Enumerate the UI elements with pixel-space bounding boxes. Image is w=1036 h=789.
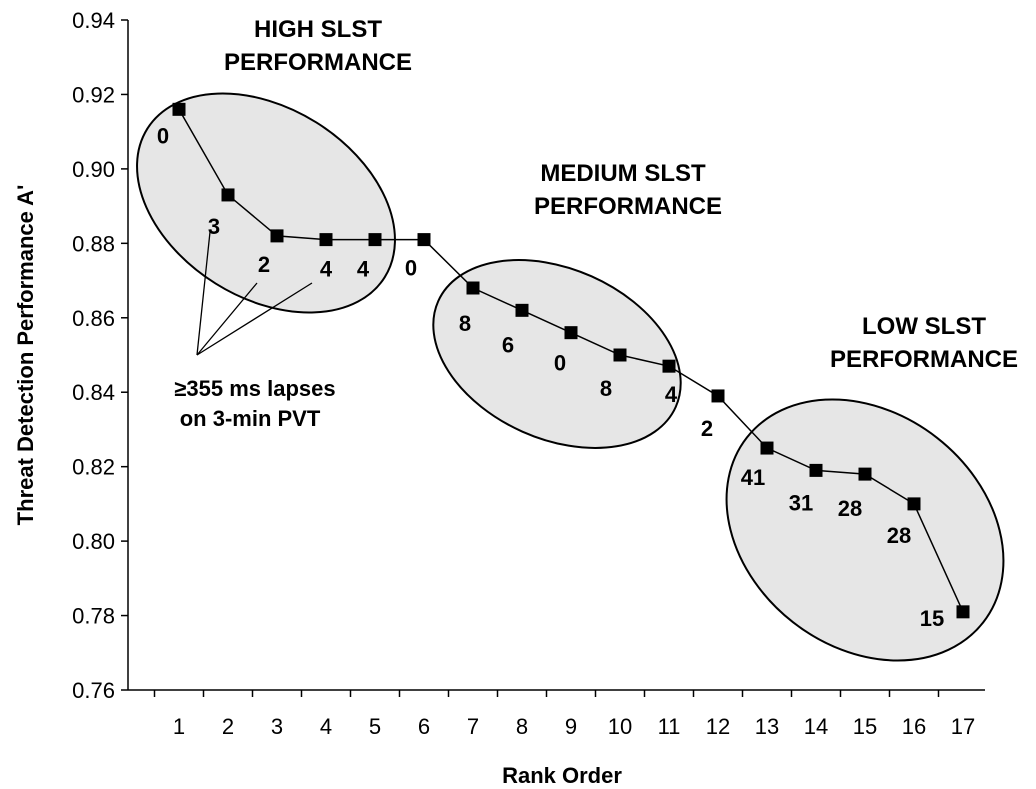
data-point-marker	[221, 188, 235, 202]
y-tick-label: 0.84	[72, 380, 115, 405]
svg-text:PERFORMANCE: PERFORMANCE	[224, 49, 412, 76]
x-tick-label: 6	[418, 714, 430, 739]
x-tick-label: 8	[516, 714, 528, 739]
callout-line-2: on 3-min PVT	[180, 406, 321, 431]
x-tick-label: 4	[320, 714, 332, 739]
point-label: 15	[920, 606, 944, 631]
data-point-marker	[466, 281, 480, 295]
x-tick-label: 15	[853, 714, 877, 739]
low-performance-ellipse	[725, 398, 1005, 662]
y-tick-label: 0.80	[72, 529, 115, 554]
point-label: 41	[741, 465, 765, 490]
y-tick-label: 0.92	[72, 82, 115, 107]
point-label: 31	[789, 490, 813, 515]
x-tick-label: 9	[565, 714, 577, 739]
high-group-label: HIGH SLST PERFORMANCE	[224, 16, 412, 76]
point-label: 0	[554, 351, 566, 376]
point-label: 4	[357, 257, 370, 282]
data-point-marker	[172, 102, 186, 116]
data-point-marker	[760, 441, 774, 455]
y-tick-label: 0.86	[72, 306, 115, 331]
x-tick-label: 14	[804, 714, 828, 739]
callout-leader-2	[196, 282, 258, 356]
data-point-marker	[368, 233, 382, 247]
point-label: 2	[258, 252, 270, 277]
data-point-marker	[711, 389, 725, 403]
point-label: 28	[838, 496, 862, 521]
y-tick-label: 0.94	[72, 8, 115, 33]
point-label: 3	[208, 214, 220, 239]
point-label: 2	[701, 416, 713, 441]
data-point-marker	[956, 605, 970, 619]
data-point-marker	[515, 303, 529, 317]
data-point-marker	[564, 326, 578, 340]
x-axis-title: Rank Order	[502, 763, 622, 788]
point-label: 28	[887, 523, 911, 548]
x-tick-label: 7	[467, 714, 479, 739]
y-tick-label: 0.82	[72, 455, 115, 480]
callout-leader-1	[196, 231, 211, 356]
lapses-callout: ≥355 ms lapses on 3-min PVT	[174, 231, 336, 431]
data-point-marker	[270, 229, 284, 243]
point-label: 6	[502, 332, 514, 357]
x-tick-label: 5	[369, 714, 381, 739]
data-point-marker	[858, 467, 872, 481]
point-label: 4	[665, 382, 678, 407]
point-label: 4	[320, 257, 333, 282]
callout-leader-3	[196, 282, 313, 356]
x-tick-label: 12	[706, 714, 730, 739]
x-tick-label: 13	[755, 714, 779, 739]
svg-text:LOW SLST: LOW SLST	[862, 313, 986, 340]
x-tick-label: 10	[608, 714, 632, 739]
y-axis-title: Threat Detection Performance A'	[13, 185, 38, 526]
data-point-marker	[613, 348, 627, 362]
x-tick-label: 1	[173, 714, 185, 739]
data-point-marker	[319, 233, 333, 247]
x-tick-label: 2	[222, 714, 234, 739]
point-label: 0	[405, 256, 417, 281]
y-ticks: 0.76 0.78 0.80 0.82 0.84 0.86 0.88 0.90 0.92 0.94	[72, 8, 128, 703]
point-label: 8	[459, 311, 471, 336]
svg-text:PERFORMANCE: PERFORMANCE	[830, 346, 1018, 373]
point-label: 8	[600, 376, 612, 401]
callout-line-1: ≥355 ms lapses	[174, 376, 335, 401]
data-point-marker	[662, 359, 676, 373]
data-point-marker	[417, 233, 431, 247]
low-group-label: LOW SLST PERFORMANCE	[830, 313, 1018, 373]
x-tick-label: 3	[271, 714, 283, 739]
x-tick-label: 17	[951, 714, 975, 739]
y-tick-label: 0.76	[72, 678, 115, 703]
medium-performance-ellipse	[432, 259, 682, 449]
point-label: 0	[157, 123, 169, 148]
axes	[127, 20, 985, 691]
x-tick-label: 11	[658, 714, 681, 739]
data-point-marker	[907, 497, 921, 511]
x-ticks: 1 2 3 4 5 6 7 8 9 10 11 12 13 14 15 16 17	[153, 690, 975, 739]
medium-group-label: MEDIUM SLST PERFORMANCE	[534, 160, 722, 220]
svg-text:PERFORMANCE: PERFORMANCE	[534, 193, 722, 220]
x-tick-label: 16	[902, 714, 926, 739]
y-tick-label: 0.88	[72, 231, 115, 256]
y-tick-label: 0.90	[72, 157, 115, 182]
markers	[172, 102, 970, 619]
y-tick-label: 0.78	[72, 604, 115, 629]
svg-text:HIGH SLST: HIGH SLST	[254, 16, 382, 43]
svg-text:MEDIUM SLST: MEDIUM SLST	[540, 160, 706, 187]
data-point-marker	[809, 463, 823, 477]
